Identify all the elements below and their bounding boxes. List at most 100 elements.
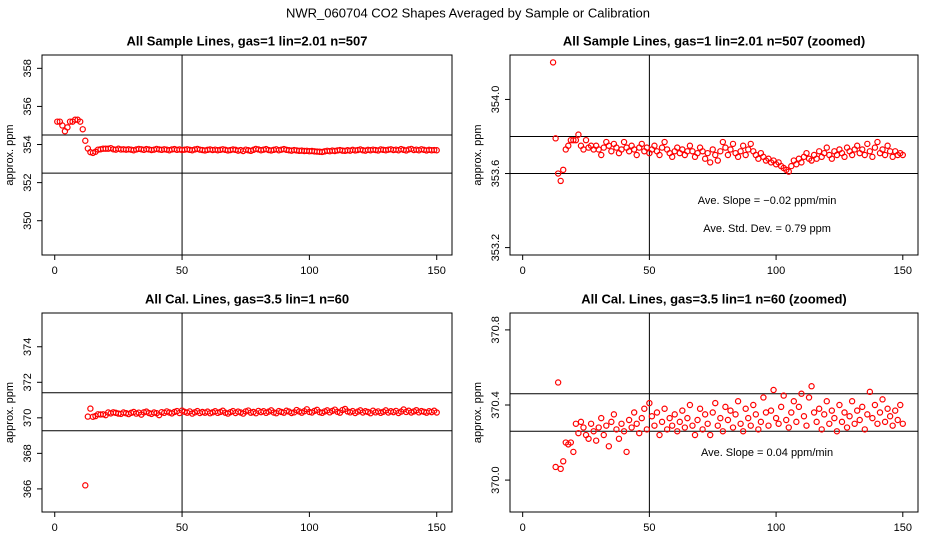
data-point — [737, 148, 744, 155]
data-point — [433, 409, 440, 416]
data-point — [841, 409, 848, 416]
data-point — [668, 153, 676, 161]
data-point — [651, 422, 658, 429]
data-point — [681, 424, 689, 431]
x-tick-label: 0 — [52, 522, 58, 534]
y-tick-label: 370.0 — [490, 466, 502, 494]
data-point — [770, 386, 777, 394]
data-point — [714, 422, 722, 429]
y-tick-label: 370.8 — [490, 316, 502, 344]
data-point — [560, 458, 567, 465]
data-point — [777, 403, 785, 411]
data-point — [694, 416, 701, 424]
data-point — [886, 148, 894, 155]
data-point — [891, 407, 899, 414]
data-point — [826, 420, 833, 427]
data-point — [818, 426, 825, 433]
panel-title: All Sample Lines, gas=1 lin=2.01 n=507 (… — [563, 33, 865, 48]
data-point — [899, 151, 906, 159]
data-point — [709, 146, 716, 153]
data-point — [646, 399, 653, 407]
x-tick-label: 150 — [428, 522, 446, 534]
data-point — [87, 405, 94, 412]
data-point — [869, 153, 876, 161]
annotation: Ave. Slope = 0.04 ppm/min — [701, 447, 833, 459]
data-point — [684, 414, 691, 422]
data-point — [823, 398, 830, 405]
x-tick-label: 50 — [176, 265, 188, 277]
data-point — [881, 151, 889, 159]
data-point — [760, 394, 767, 401]
x-tick-label: 0 — [520, 522, 526, 534]
data-point — [630, 409, 638, 416]
annotation: Ave. Std. Dev. = 0.79 ppm — [703, 223, 831, 235]
x-tick-label: 0 — [52, 265, 58, 277]
data-point — [836, 401, 843, 409]
y-tick-label: 350 — [22, 212, 34, 230]
data-point — [691, 431, 699, 439]
data-point — [590, 428, 597, 435]
data-point — [851, 420, 858, 427]
y-tick-label: 356 — [22, 97, 34, 115]
x-tick-label: 50 — [643, 522, 655, 534]
data-point — [859, 146, 866, 153]
data-point — [554, 379, 562, 386]
data-point — [633, 420, 640, 427]
data-point — [757, 418, 765, 426]
data-point — [679, 407, 686, 414]
data-point — [785, 424, 792, 431]
data-point — [815, 405, 823, 412]
data-point — [853, 407, 861, 414]
y-tick-label: 352 — [22, 173, 34, 191]
data-point — [549, 59, 557, 66]
data-point — [592, 437, 600, 444]
data-point — [84, 413, 92, 420]
plot-frame — [41, 312, 453, 513]
data-point — [848, 398, 856, 405]
data-point — [608, 418, 615, 426]
plot-frame — [509, 312, 919, 513]
x-tick-label: 150 — [894, 265, 912, 277]
data-point — [897, 401, 904, 409]
data-point — [557, 177, 564, 185]
data-point — [755, 426, 762, 433]
data-point — [717, 148, 724, 155]
data-point — [846, 413, 853, 420]
data-point — [658, 144, 666, 151]
data-point — [727, 146, 734, 153]
data-point — [729, 424, 737, 431]
data-point — [661, 138, 668, 146]
data-point — [600, 144, 607, 151]
data-point — [838, 418, 846, 426]
data-point — [899, 420, 906, 427]
data-point — [886, 413, 894, 420]
data-point — [788, 409, 795, 416]
data-point — [615, 435, 623, 442]
data-point — [701, 155, 709, 162]
data-point — [889, 422, 896, 429]
data-point — [813, 418, 820, 426]
data-point — [575, 429, 582, 437]
data-point — [704, 149, 711, 157]
data-point — [734, 153, 742, 161]
panel-title: All Sample Lines, gas=1 lin=2.01 n=507 — [127, 33, 368, 48]
data-point — [739, 428, 747, 435]
data-point — [724, 151, 732, 159]
data-point — [894, 416, 901, 424]
data-point — [552, 135, 559, 142]
data-point — [582, 136, 590, 144]
data-point — [793, 418, 800, 426]
data-point — [876, 409, 884, 416]
data-point — [871, 144, 879, 151]
y-tick-label: 358 — [22, 59, 34, 77]
x-tick-label: 0 — [520, 265, 526, 277]
y-tick-label: 372 — [22, 373, 34, 391]
data-point — [719, 428, 727, 435]
data-point — [823, 144, 830, 151]
x-tick-label: 100 — [767, 522, 785, 534]
data-point — [795, 403, 803, 411]
data-point — [605, 443, 613, 450]
panel-title: All Cal. Lines, gas=3.5 lin=1 n=60 — [145, 291, 349, 306]
y-tick-label: 353.2 — [490, 234, 502, 262]
data-point — [788, 162, 795, 170]
